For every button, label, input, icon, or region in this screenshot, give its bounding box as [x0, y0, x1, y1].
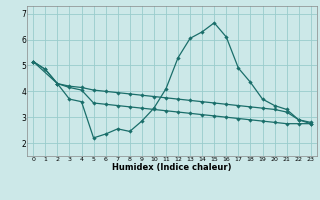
X-axis label: Humidex (Indice chaleur): Humidex (Indice chaleur): [112, 163, 232, 172]
